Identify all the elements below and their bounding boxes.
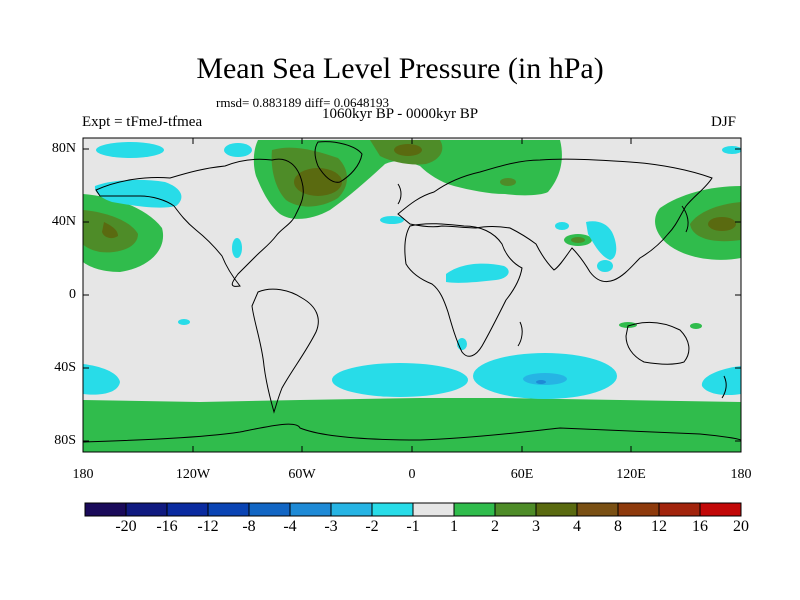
europe-asia-coast (397, 158, 713, 283)
colorbar-box-14 (658, 502, 701, 517)
north-pacific-positive-west-center (708, 217, 736, 231)
colorbar-label-3: -8 (242, 518, 256, 535)
colorbar-label-7: -1 (406, 518, 420, 535)
bering-negative-anomaly (96, 142, 164, 158)
colorbar-box-3 (207, 502, 250, 517)
coastlines (83, 141, 741, 443)
colorbar-label-6: -2 (365, 518, 379, 535)
india-negative-patch (555, 222, 569, 230)
australia-coast (625, 322, 690, 365)
lat-label-0: 0 (69, 287, 76, 302)
greenland-sea-negative (722, 146, 741, 154)
madagascar-coast (517, 321, 523, 347)
britain-coast (397, 183, 402, 205)
lon-label-120w: 120W (175, 467, 211, 482)
lon-label-180-left: 180 (72, 467, 94, 482)
lat-label-40s: 40S (54, 360, 76, 375)
arctic-positive-center (394, 144, 422, 156)
arabia-negative-anomaly (586, 221, 617, 260)
colorbar-label-10: 3 (532, 518, 540, 535)
colorbar-box-15 (699, 502, 742, 517)
colorbar-label-11: 4 (573, 518, 581, 535)
colorbar-box-9 (453, 502, 496, 517)
colorbar-label-4: -4 (283, 518, 297, 535)
colorbar-label-0: -20 (115, 518, 137, 535)
colorbar-label-14: 16 (692, 518, 708, 535)
sahara-negative-anomaly (446, 263, 509, 283)
south-pacific-negative-anomaly (332, 363, 468, 397)
china-negative-patch (597, 260, 613, 272)
lat-label-40n: 40N (51, 214, 76, 229)
south-east-pacific-negative (83, 364, 120, 395)
antarctica-coast (83, 423, 741, 443)
lon-label-0: 0 (408, 467, 416, 482)
north-america-coast (95, 158, 304, 287)
new-guinea-positive-patch (690, 323, 702, 329)
lon-label-60e: 60E (510, 467, 534, 482)
colorbar-box-2 (166, 502, 209, 517)
colorbar-box-4 (248, 502, 291, 517)
colorbar-box-10 (494, 502, 537, 517)
colorbar-box-6 (330, 502, 373, 517)
japan-coast (681, 205, 689, 233)
africa-coast (404, 223, 523, 357)
colorbar-box-8 (412, 502, 455, 517)
north-atlantic-positive-center (294, 168, 342, 196)
colorbar-label-5: -3 (324, 518, 338, 535)
colorbar-label-2: -12 (197, 518, 219, 535)
colorbar-box-0 (84, 502, 127, 517)
colorbar-box-12 (576, 502, 619, 517)
lon-label-120e: 120E (616, 467, 646, 482)
indonesia-positive-patch (619, 322, 637, 328)
season-label: DJF (711, 114, 737, 130)
north-pacific-positive-east-center (102, 222, 118, 239)
eurasia-positive-spot (500, 178, 516, 186)
colorbar-label-1: -16 (156, 518, 178, 535)
map-ticks (83, 138, 741, 452)
south-indian-negative-core (523, 373, 567, 385)
colorbar-box-13 (617, 502, 660, 517)
colorbar-label-9: 2 (491, 518, 499, 535)
south-indian-negative-center (536, 380, 546, 384)
arctic-canada-negative (224, 143, 252, 157)
experiment-label: Expt = tFmeJ-tfmea (82, 114, 203, 130)
south-west-pacific-negative (701, 366, 741, 396)
colorbar-box-11 (535, 502, 578, 517)
alaska-negative-anomaly (94, 179, 182, 208)
southern-ocean-positive-band (83, 398, 741, 452)
lon-label-180-right: 180 (730, 467, 752, 482)
south-america-coast (251, 288, 319, 414)
mexico-negative-patch (232, 238, 242, 258)
colorbar-label-13: 12 (651, 518, 667, 535)
atlantic-negative-patch (380, 216, 404, 224)
colorbar-boxes (84, 502, 742, 517)
map-title: Mean Sea Level Pressure (in hPa) (196, 52, 604, 85)
stats-text: rmsd= 0.883189 diff= 0.0648193 (216, 95, 389, 110)
colorbar-label-8: 1 (450, 518, 458, 535)
central-pacific-negative-patch (178, 319, 190, 325)
colorbar-box-5 (289, 502, 332, 517)
lon-label-60w: 60W (288, 467, 316, 482)
lat-label-80n: 80N (51, 141, 76, 156)
colorbar-label-15: 20 (733, 518, 749, 535)
new-zealand-coast (721, 375, 727, 399)
colorbar-box-1 (125, 502, 168, 517)
greenland-coast (314, 141, 363, 183)
colorbar-box-7 (371, 502, 414, 517)
lat-label-80s: 80S (54, 433, 76, 448)
tibet-positive-core (571, 237, 585, 243)
colorbar-label-12: 8 (614, 518, 622, 535)
period-text: 1060kyr BP - 0000kyr BP (322, 106, 479, 122)
